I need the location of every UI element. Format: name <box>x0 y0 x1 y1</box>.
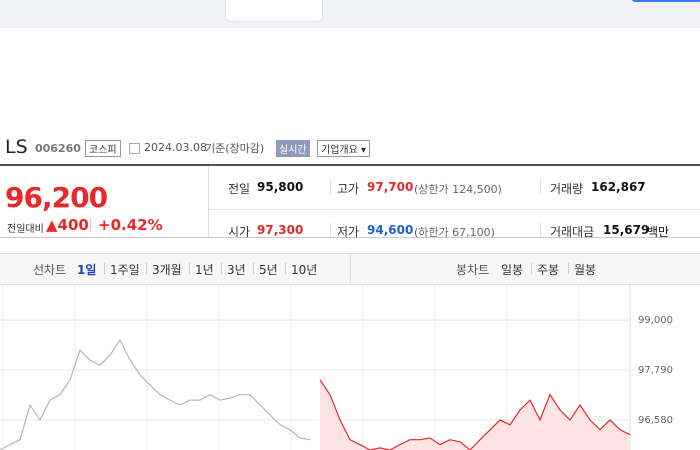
divider <box>90 218 91 232</box>
tab-separator <box>253 263 254 274</box>
divider <box>350 254 351 284</box>
stat-value: 94,600 <box>367 223 414 237</box>
overview-text: 기업개요 <box>321 145 358 156</box>
banner-box <box>225 0 323 22</box>
top-border <box>0 164 700 166</box>
divider <box>0 237 700 238</box>
current-price: 96,200 <box>5 181 108 214</box>
period-tab[interactable]: 일봉 <box>501 263 524 277</box>
period-tab[interactable]: 주봉 <box>537 263 560 277</box>
tab-separator <box>568 263 569 274</box>
change-value: 400 <box>57 216 89 234</box>
change: ▲400 <box>46 216 89 234</box>
stat-label: 거래량 <box>550 182 584 196</box>
divider <box>330 223 331 237</box>
stat-value: 97,300 <box>257 223 304 237</box>
stat-label: 고가 <box>337 182 360 196</box>
stat-unit: 백만 <box>647 225 670 239</box>
period-tab[interactable]: 10년 <box>291 263 318 277</box>
tab-group-label: 선차트 <box>33 263 67 277</box>
divider <box>209 209 700 210</box>
y-tick-label: 96,580 <box>638 415 673 426</box>
banner-button[interactable] <box>632 0 700 2</box>
change-label: 전일대비 <box>7 224 44 235</box>
stat-label: 저가 <box>337 225 360 239</box>
tab-separator <box>285 263 286 274</box>
y-tick-label: 97,790 <box>638 365 673 376</box>
market-badge: 코스피 <box>85 140 121 157</box>
chart: 96,580 97,790 99,000 <box>0 284 673 450</box>
basis: 기준(장마감) <box>205 142 265 155</box>
y-tick-label: 99,000 <box>638 315 673 326</box>
divider <box>540 223 541 237</box>
divider <box>208 166 209 238</box>
stat-value: 162,867 <box>591 180 646 194</box>
period-tab[interactable]: 5년 <box>259 263 278 277</box>
stock-name: LS <box>5 136 28 158</box>
stat-note: (하한가 67,100) <box>414 226 495 239</box>
divider <box>540 180 541 194</box>
period-tab[interactable]: 1주일 <box>110 263 140 277</box>
change-rate: +0.42% <box>98 216 163 234</box>
calendar-icon <box>129 143 140 154</box>
stat-label: 거래대금 <box>550 225 595 239</box>
period-tab[interactable]: 월봉 <box>574 263 597 277</box>
stock-code: 006260 <box>35 142 81 155</box>
date: 2024.03.08 <box>144 141 207 154</box>
stat-value: 15,679 <box>603 223 650 237</box>
period-tab[interactable]: 3년 <box>227 263 246 277</box>
period-tab[interactable]: 3개월 <box>152 263 182 277</box>
top-banner <box>0 0 700 28</box>
stat-label: 시가 <box>228 225 251 239</box>
stat-value: 95,800 <box>257 180 304 194</box>
line <box>0 338 311 450</box>
tab-separator <box>221 263 222 274</box>
overview-button[interactable]: 기업개요 ▾ <box>317 140 371 157</box>
tab-separator <box>104 263 105 274</box>
tab-group-label: 봉차트 <box>456 263 490 277</box>
tab-separator <box>189 263 190 274</box>
tab-separator <box>531 263 532 274</box>
stat-value: 97,700 <box>367 180 414 194</box>
period-tab[interactable]: 1일 <box>77 263 97 277</box>
tab-separator <box>146 263 147 274</box>
stat-label: 전일 <box>228 182 251 196</box>
area <box>320 379 630 450</box>
stat-note: (상한가 124,500) <box>414 183 502 196</box>
period-tab[interactable]: 1년 <box>195 263 214 277</box>
realtime-badge[interactable]: 실시간 <box>276 140 310 157</box>
divider <box>330 180 331 194</box>
